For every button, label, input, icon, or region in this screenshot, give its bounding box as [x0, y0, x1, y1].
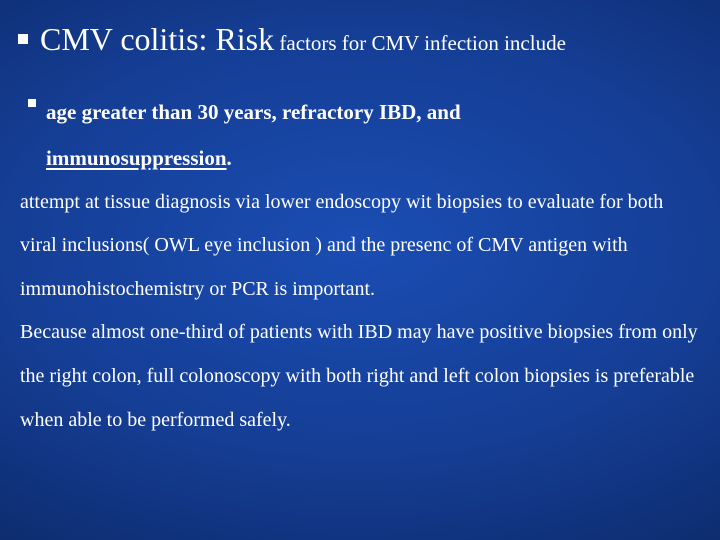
title-small: factors for CMV infection include	[274, 31, 566, 55]
bullet-2: age greater than 30 years, refractory IB…	[28, 90, 702, 180]
bullet-2-tail: .	[227, 146, 232, 170]
title-large: CMV colitis: Risk	[40, 21, 274, 57]
bullet-2-underline: immunosuppression	[46, 146, 227, 170]
bullet-1: CMV colitis: Risk factors for CMV infect…	[18, 20, 702, 58]
body-paragraph-1: attempt at tissue diagnosis via lower en…	[20, 181, 702, 312]
bullet-1-text: CMV colitis: Risk factors for CMV infect…	[40, 20, 566, 58]
bullet-2-line1: age greater than 30 years, refractory IB…	[46, 100, 461, 124]
slide: CMV colitis: Risk factors for CMV infect…	[0, 0, 720, 540]
body-paragraph-2: Because almost one-third of patients wit…	[20, 311, 702, 442]
bullet-2-text: age greater than 30 years, refractory IB…	[46, 90, 461, 180]
bullet-square-icon	[18, 34, 28, 44]
bullet-square-icon	[28, 99, 36, 107]
